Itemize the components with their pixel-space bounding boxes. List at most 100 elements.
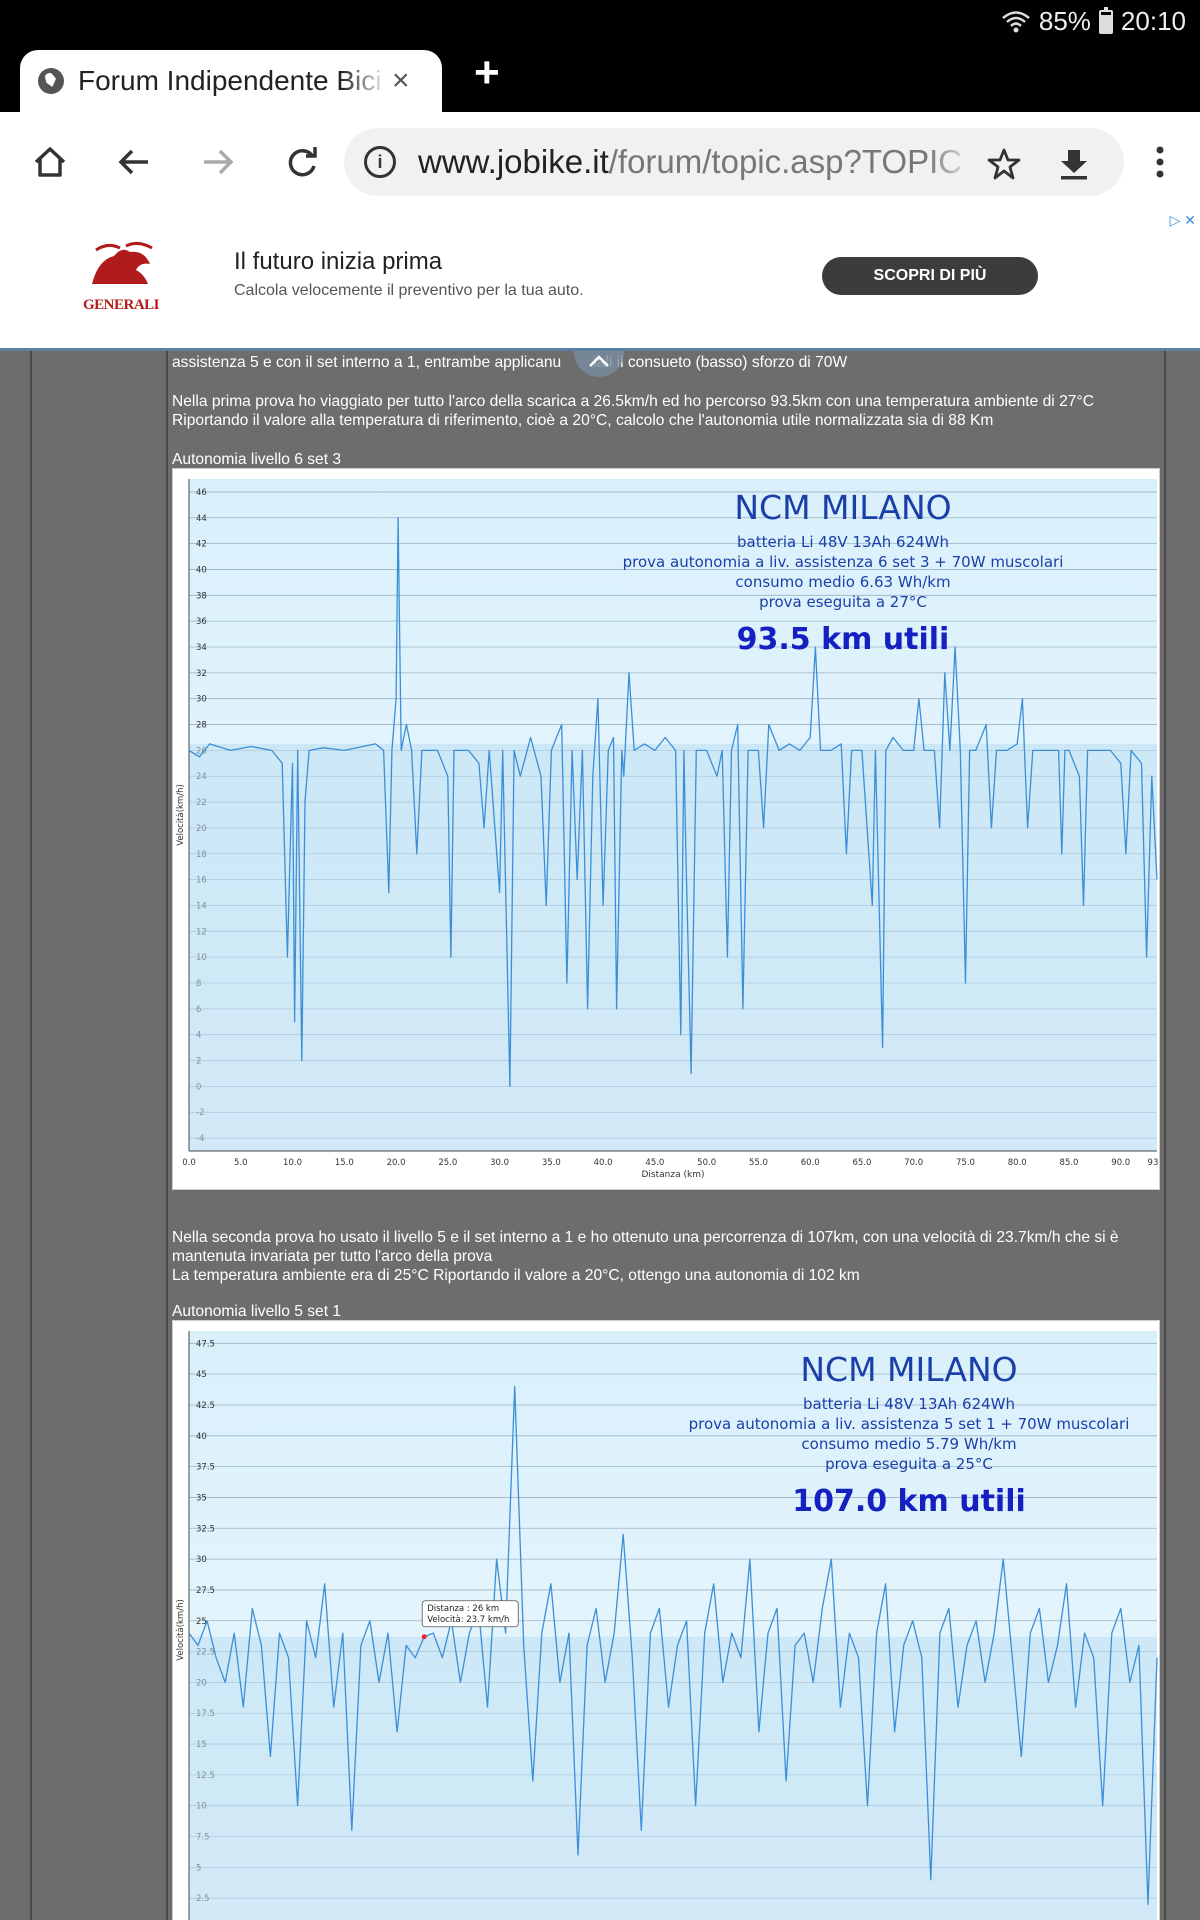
back-icon[interactable] [108, 136, 160, 188]
home-icon[interactable] [24, 136, 76, 188]
x-axis-label: Distanza (km) [642, 1170, 705, 1180]
chart-info-line: prova autonomia a liv. assistenza 6 set … [623, 553, 1064, 571]
chart-info-line: prova eseguita a 25°C [825, 1455, 993, 1473]
y-tick-label: 47.5 [196, 1339, 215, 1349]
chart-autonomia-6: 4644424038363432302826242220181614121086… [172, 468, 1160, 1190]
generali-logo: GENERALI [78, 240, 164, 320]
globe-icon [38, 68, 64, 94]
y-tick-label: 27.5 [196, 1586, 215, 1596]
site-info-icon[interactable]: i [364, 146, 396, 178]
ad-title[interactable]: Il futuro inizia prima [234, 248, 443, 275]
y-tick-label: 30 [196, 1555, 207, 1565]
y-tick-label: 37.5 [196, 1463, 215, 1473]
y-tick-label: 45 [196, 1370, 207, 1380]
address-bar[interactable]: i www.jobike.it/forum/topic.asp?TOPIC [344, 128, 1124, 196]
x-tick-label: 85.0 [1060, 1158, 1079, 1168]
y-tick-label: 38 [196, 591, 207, 601]
x-tick-label: 93.5 [1148, 1158, 1159, 1168]
download-icon[interactable] [1056, 146, 1092, 182]
chart-info-line: consumo medio 5.79 Wh/km [801, 1435, 1016, 1453]
tooltip-box [421, 1600, 519, 1628]
baseline-area [189, 1636, 1157, 1920]
chart-2-svg: 47.54542.54037.53532.53027.52522.52017.5… [173, 1321, 1159, 1920]
post-paragraph: Nella prima prova ho viaggiato per tutto… [172, 393, 1094, 429]
status-bar: 85% 20:10 [0, 0, 1200, 44]
ad-divider [0, 348, 1200, 351]
x-tick-label: 70.0 [904, 1158, 923, 1168]
chart-title: NCM MILANO [734, 488, 951, 527]
chart-title: NCM MILANO [800, 1350, 1017, 1389]
url-text[interactable]: www.jobike.it/forum/topic.asp?TOPIC [418, 143, 963, 180]
tooltip-point [421, 1634, 427, 1640]
chart-headline: 107.0 km utili [792, 1484, 1026, 1519]
x-tick-label: 15.0 [335, 1158, 354, 1168]
column-divider [30, 351, 32, 1920]
y-tick-label: 34 [196, 643, 207, 653]
forward-icon[interactable] [192, 136, 244, 188]
x-tick-label: 20.0 [387, 1158, 406, 1168]
column-divider [166, 351, 168, 1920]
chart-info-line: consumo medio 6.63 Wh/km [735, 573, 950, 591]
x-tick-label: 25.0 [438, 1158, 457, 1168]
close-tab-icon[interactable]: × [392, 64, 410, 97]
menu-icon[interactable] [1134, 136, 1186, 188]
x-tick-label: 45.0 [645, 1158, 664, 1168]
battery-icon [1098, 6, 1113, 34]
browser-toolbar: i www.jobike.it/forum/topic.asp?TOPIC [0, 112, 1200, 212]
scroll-up-button[interactable] [574, 351, 624, 377]
y-tick-label: 32 [196, 669, 207, 679]
chevron-up-icon [589, 355, 609, 367]
chart-info-line: prova eseguita a 27°C [759, 593, 927, 611]
column-divider [1164, 351, 1166, 1920]
y-tick-label: 42 [196, 540, 207, 550]
x-tick-label: 35.0 [542, 1158, 561, 1168]
y-axis-label: Velocità(km/h) [176, 784, 186, 846]
y-tick-label: 32.5 [196, 1524, 215, 1534]
ad-banner[interactable]: GENERALI Il futuro inizia prima Calcola … [0, 212, 1200, 350]
tooltip-text: Distanza : 26 km [427, 1604, 499, 1614]
x-tick-label: 50.0 [697, 1158, 716, 1168]
baseline-area [189, 743, 1157, 1151]
new-tab-button[interactable]: + [474, 48, 500, 97]
bookmark-star-icon[interactable] [986, 146, 1022, 182]
chart-headline: 93.5 km utili [737, 622, 950, 657]
chart-info-line: batteria Li 48V 13Ah 624Wh [803, 1395, 1015, 1413]
x-tick-label: 40.0 [594, 1158, 613, 1168]
y-axis-label: Velocità(km/h) [176, 1599, 186, 1661]
tab-title: Forum Indipendente Bici [78, 65, 382, 96]
y-tick-label: 40 [196, 565, 207, 575]
post-paragraph: Nella seconda prova ho usato il livello … [172, 1229, 1119, 1284]
chart-info-line: prova autonomia a liv. assistenza 5 set … [689, 1415, 1130, 1433]
x-tick-label: 90.0 [1111, 1158, 1130, 1168]
x-tick-label: 55.0 [749, 1158, 768, 1168]
chart-info-line: batteria Li 48V 13Ah 624Wh [737, 533, 949, 551]
y-tick-label: 40 [196, 1432, 207, 1442]
y-tick-label: 28 [196, 721, 207, 731]
x-tick-label: 60.0 [801, 1158, 820, 1168]
x-tick-label: 0.0 [182, 1158, 196, 1168]
lion-icon [92, 241, 153, 284]
tooltip-text: Velocità: 23.7 km/h [427, 1615, 509, 1625]
x-tick-label: 65.0 [852, 1158, 871, 1168]
ad-cta-button[interactable]: SCOPRI DI PIÙ [822, 257, 1038, 295]
x-tick-label: 80.0 [1008, 1158, 1027, 1168]
adchoices-icon[interactable]: ▷ ✕ [1169, 212, 1196, 228]
series-line [188, 1385, 1158, 1905]
y-tick-label: 44 [196, 514, 207, 524]
ad-subtitle: Calcola velocemente il preventivo per la… [234, 282, 584, 299]
y-tick-label: 46 [196, 488, 207, 498]
tab-strip: Forum Indipendente Bici × + [0, 44, 1200, 112]
reload-icon[interactable] [276, 136, 328, 188]
x-tick-label: 75.0 [956, 1158, 975, 1168]
series-line [188, 517, 1158, 1088]
x-tick-label: 10.0 [283, 1158, 302, 1168]
wifi-icon [1002, 10, 1030, 32]
y-tick-label: 30 [196, 695, 207, 705]
forum-page: assistenza 5 e con il set interno a 1, e… [0, 351, 1200, 1920]
chart-caption: Autonomia livello 6 set 3 [172, 451, 342, 468]
browser-tab[interactable]: Forum Indipendente Bici × [20, 50, 442, 112]
post-paragraph: assistenza 5 e con il set interno a 1, e… [172, 354, 848, 371]
y-tick-label: 42.5 [196, 1401, 215, 1411]
chart-caption: Autonomia livello 5 set 1 [172, 1303, 342, 1320]
battery-percent: 85% [1038, 6, 1091, 36]
